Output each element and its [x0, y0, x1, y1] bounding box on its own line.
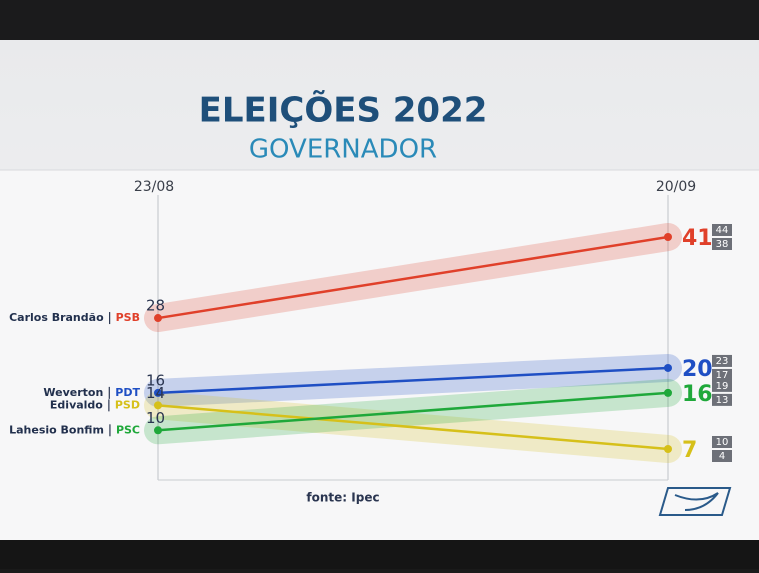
end-value: 7 — [682, 438, 697, 463]
interval-high: 23 — [716, 356, 729, 367]
logo — [658, 487, 732, 516]
end-value: 16 — [682, 382, 713, 407]
interval-low: 38 — [716, 239, 729, 250]
chart-area — [0, 170, 759, 540]
chart-subtitle: GOVERNADOR — [249, 135, 437, 165]
point — [154, 426, 162, 435]
series-line — [157, 404, 669, 451]
candidate-label: PSC Lahesio Bonfim — [9, 423, 140, 437]
x-tick-label: 20/09 — [656, 179, 696, 195]
end-value: 20 — [682, 357, 713, 382]
interval-low: 13 — [716, 395, 729, 406]
interval-box — [712, 436, 732, 448]
point — [154, 388, 162, 397]
interval-box — [712, 379, 732, 392]
chart-title: ELEIÇÕES 2022 — [199, 90, 488, 131]
interval-box — [712, 450, 732, 462]
interval-high: 44 — [716, 225, 729, 236]
candidate-name: Weverton — [43, 386, 103, 399]
series-line — [157, 391, 669, 432]
start-value: 16 — [146, 371, 165, 389]
start-value: 10 — [146, 409, 165, 427]
candidate-label: PDT Weverton — [43, 386, 140, 399]
party: PSC — [116, 423, 140, 436]
end-value: 41 — [682, 226, 713, 251]
point — [154, 401, 162, 410]
interval-low: 17 — [716, 370, 729, 381]
tv-bezel — [0, 540, 759, 569]
interval-high: 19 — [716, 381, 729, 392]
interval-box — [712, 393, 732, 406]
party: PSD — [115, 398, 140, 411]
interval-high: 10 — [716, 437, 729, 448]
candidate-name: Edivaldo — [50, 398, 103, 411]
interval-box — [712, 238, 732, 250]
point — [154, 314, 162, 323]
start-value: 28 — [146, 297, 165, 315]
source: fonte: Ipec — [306, 491, 379, 505]
interval-box — [712, 224, 732, 236]
party: PSB — [116, 311, 140, 324]
series-line — [157, 366, 669, 395]
candidate-name: Lahesio Bonfim — [9, 423, 104, 436]
interval-low: 4 — [719, 451, 725, 462]
candidate-name: Carlos Brandão — [9, 311, 104, 324]
candidate-label: PSD Edivaldo — [50, 398, 140, 412]
x-tick-label: 23/08 — [134, 179, 174, 195]
interval-box — [712, 354, 732, 367]
party: PDT — [115, 386, 140, 399]
interval-box — [712, 368, 732, 381]
point — [664, 388, 672, 397]
start-value: 14 — [146, 384, 165, 402]
candidate-label: PSB Carlos Brandão — [9, 311, 140, 325]
point — [664, 233, 672, 241]
point — [664, 445, 672, 453]
series-line — [157, 235, 669, 320]
point — [664, 363, 672, 372]
